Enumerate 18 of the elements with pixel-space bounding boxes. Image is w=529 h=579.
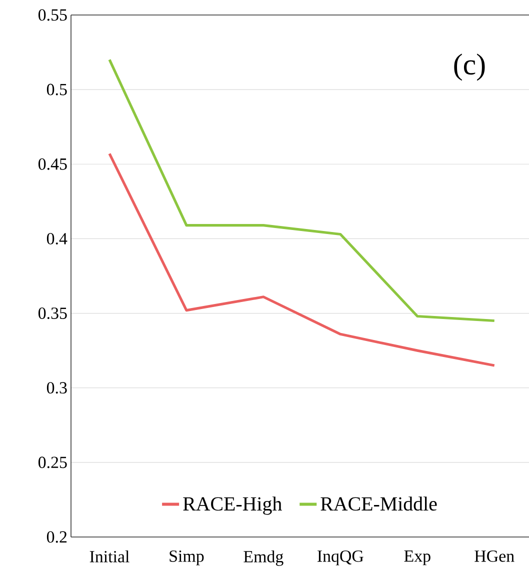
x-tick-label: Initial xyxy=(90,550,130,562)
y-tick-label: 0.25 xyxy=(38,456,67,468)
y-tick-label: 0.2 xyxy=(46,531,66,543)
x-tick-label: Emdg xyxy=(243,550,284,566)
y-tick-label: 0.4 xyxy=(46,232,68,244)
y-tick-label: 0.35 xyxy=(38,308,67,320)
legend-label: RACE-Middle xyxy=(320,496,437,511)
x-tick-label: Simp xyxy=(170,550,204,566)
line-series xyxy=(108,152,496,367)
y-tick-label: 0.55 xyxy=(38,9,67,21)
x-tick-label: Exp xyxy=(404,550,430,566)
x-tick-label: HGen xyxy=(474,550,514,562)
y-tick-label: 0.5 xyxy=(46,84,67,96)
x-tick-label: InqQG xyxy=(317,550,364,566)
y-tick-label: 0.45 xyxy=(38,158,67,170)
legend-label: RACE-High xyxy=(182,496,282,515)
y-tick-label: 0.3 xyxy=(46,382,67,394)
annotation: (c) xyxy=(454,54,485,81)
